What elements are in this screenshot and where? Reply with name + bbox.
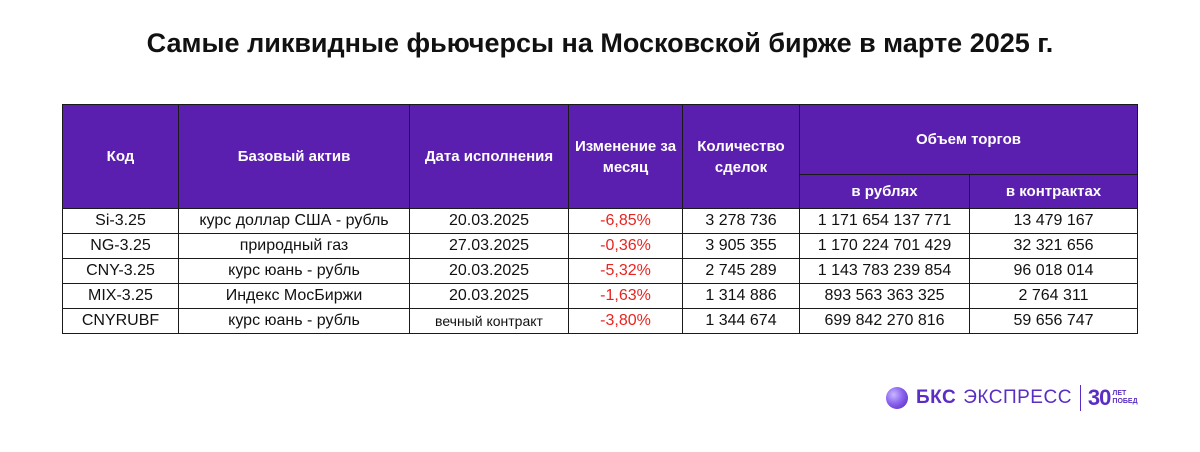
header-volume-contracts: в контрактах (969, 174, 1138, 209)
cell-code: CNY-3.25 (62, 258, 179, 284)
cell-volume-rub: 893 563 363 325 (799, 283, 970, 309)
cell-deals: 1 344 674 (682, 308, 800, 334)
cell-volume-rub: 699 842 270 816 (799, 308, 970, 334)
bks-sphere-icon (886, 387, 908, 409)
logo-tagline-2: ПОБЕД (1112, 398, 1138, 405)
cell-deals: 3 905 355 (682, 233, 800, 259)
logo-years: 30 (1087, 385, 1112, 410)
table-row: Si-3.25 курс доллар США - рубль 20.03.2025… (62, 208, 1138, 234)
bks-express-logo: БКС ЭКСПРЕСС 30 ЛЕТ ПОБЕД (886, 384, 1138, 412)
cell-code: NG-3.25 (62, 233, 179, 259)
header-date: Дата исполнения (409, 104, 569, 209)
cell-volume-contracts: 96 018 014 (969, 258, 1138, 284)
logo-divider (1079, 385, 1081, 411)
cell-asset: курс доллар США - рубль (178, 208, 410, 234)
header-volume: Объем торгов (799, 104, 1138, 175)
cell-volume-contracts: 2 764 311 (969, 283, 1138, 309)
cell-volume-rub: 1 171 654 137 771 (799, 208, 970, 234)
cell-asset: курс юань - рубль (178, 308, 410, 334)
logo-brand: БКС (916, 387, 957, 408)
logo-product: ЭКСПРЕСС (963, 387, 1072, 408)
cell-change: -1,63% (568, 283, 683, 309)
header-deals: Количество сделок (682, 104, 800, 209)
table-row: CNY-3.25 курс юань - рубль 20.03.2025 -5,32… (62, 258, 1138, 284)
cell-deals: 1 314 886 (682, 283, 800, 309)
cell-change: -5,32% (568, 258, 683, 284)
table-row: CNYRUBF курс юань - рубль вечный контракт -… (62, 308, 1138, 334)
cell-deals: 2 745 289 (682, 258, 800, 284)
cell-deals: 3 278 736 (682, 208, 800, 234)
table-body: Si-3.25 курс доллар США - рубль 20.03.2025… (62, 208, 1138, 334)
cell-change: -3,80% (568, 308, 683, 334)
cell-date: вечный контракт (409, 308, 569, 334)
cell-code: MIX-3.25 (62, 283, 179, 309)
cell-date: 20.03.2025 (409, 258, 569, 284)
cell-date: 20.03.2025 (409, 208, 569, 234)
header-volume-rub: в рублях (799, 174, 970, 209)
header-change: Изменение за месяц (568, 104, 683, 209)
cell-change: -6,85% (568, 208, 683, 234)
cell-volume-contracts: 59 656 747 (969, 308, 1138, 334)
page-title: Самые ликвидные фьючерсы на Московской б… (146, 28, 1054, 58)
table-row: MIX-3.25 Индекс МосБиржи 20.03.2025 -1,63% 1… (62, 283, 1138, 309)
cell-volume-rub: 1 143 783 239 854 (799, 258, 970, 284)
cell-volume-contracts: 13 479 167 (969, 208, 1138, 234)
cell-asset: Индекс МосБиржи (178, 283, 410, 309)
logo-tagline-1: ЛЕТ (1112, 390, 1127, 397)
cell-code: CNYRUBF (62, 308, 179, 334)
header-asset: Базовый актив (178, 104, 410, 209)
logo-tagline: ЛЕТ ПОБЕД (1112, 390, 1137, 406)
header-code: Код (62, 104, 179, 209)
cell-asset: курс юань - рубль (178, 258, 410, 284)
table-row: NG-3.25 природный газ 27.03.2025 -0,36% 3 90… (62, 233, 1138, 259)
cell-date: 20.03.2025 (409, 283, 569, 309)
cell-date: 27.03.2025 (409, 233, 569, 259)
cell-change: -0,36% (568, 233, 683, 259)
cell-volume-rub: 1 170 224 701 429 (799, 233, 970, 259)
cell-code: Si-3.25 (62, 208, 179, 234)
cell-asset: природный газ (178, 233, 410, 259)
cell-volume-contracts: 32 321 656 (969, 233, 1138, 259)
futures-table: Код Базовый актив Дата исполнения Измене… (62, 104, 1138, 334)
